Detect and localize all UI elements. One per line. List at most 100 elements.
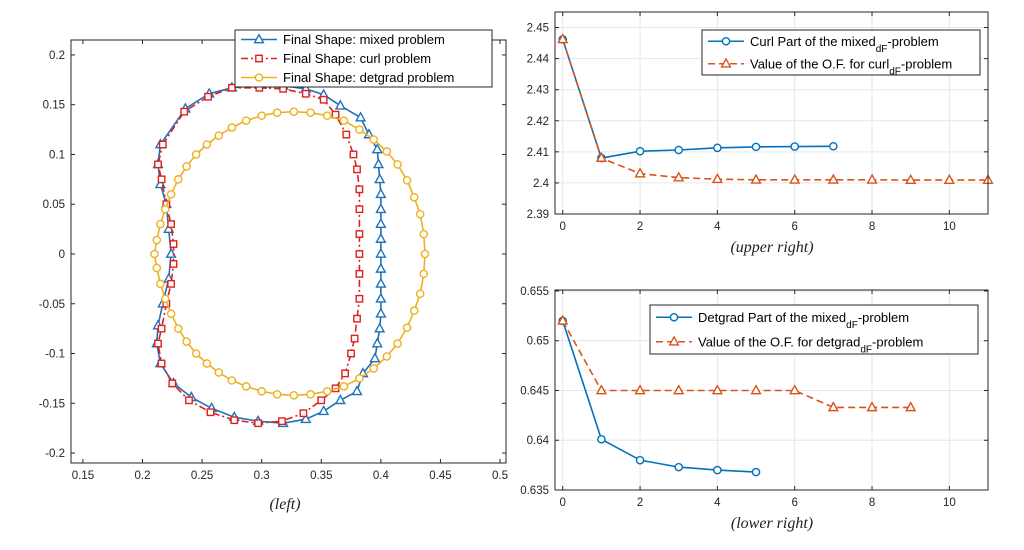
data-point: [347, 349, 355, 358]
y-tick-label: 0.645: [520, 385, 549, 397]
legend-label: Curl Part of the mixeddF-problem: [750, 34, 939, 55]
data-point: [157, 175, 166, 184]
y-tick-label: 2.4: [533, 178, 550, 190]
legend-marker: [669, 312, 679, 322]
y-tick-label: 2.44: [527, 54, 550, 66]
x-tick-label: 10: [943, 497, 956, 509]
data-point: [339, 116, 349, 125]
data-point: [557, 33, 569, 44]
legend-box: [649, 304, 979, 355]
data-point: [241, 116, 251, 125]
data-point: [156, 219, 165, 229]
lower-right-convergence-plot: 0 2 4 6 8 10 0.635 0.64 0.645 0.65 0.655 Detgrad Pa…: [520, 286, 989, 509]
data-point: [214, 131, 224, 140]
data-point: [257, 111, 266, 120]
data-point: [393, 160, 402, 169]
data-point: [227, 376, 237, 385]
data-point: [163, 222, 175, 234]
x-tick-label: 0.5: [492, 470, 508, 482]
data-point: [369, 135, 379, 144]
data-point: [374, 173, 386, 184]
data-point: [369, 364, 379, 373]
data-point: [227, 123, 237, 132]
data-point: [289, 107, 299, 116]
data-point: [371, 337, 383, 348]
data-point: [300, 412, 312, 424]
legend-label-end: -problem: [901, 56, 952, 71]
y-tick-label: 0.2: [49, 50, 65, 62]
y-tick-label: -0.2: [45, 448, 65, 460]
y-tick-label: -0.1: [45, 349, 65, 361]
x-tick-label: 0.3: [254, 470, 270, 482]
data-point: [355, 205, 364, 214]
data-point: [306, 390, 315, 399]
x-tick-label: 6: [791, 221, 797, 233]
legend-marker: [253, 33, 265, 44]
data-point: [382, 147, 392, 156]
legend-box: [234, 29, 493, 88]
data-point: [789, 173, 801, 184]
axes-frame: [554, 11, 989, 215]
data-point: [711, 384, 723, 395]
legend-label-end: -problem: [887, 34, 938, 49]
legend-label: Value of the O.F. for detgraddF-problem: [698, 334, 923, 355]
data-point: [334, 394, 346, 405]
data-point: [355, 185, 364, 194]
y-tick-label: 0.15: [43, 100, 65, 112]
x-tick-label: 10: [943, 221, 956, 233]
data-point: [750, 173, 762, 184]
data-point: [369, 352, 381, 363]
x-tick-label: 0: [560, 221, 566, 233]
data-point: [339, 382, 349, 391]
y-tick-label: -0.15: [39, 398, 65, 410]
data-point: [905, 173, 917, 185]
series-2: [557, 33, 994, 185]
data-point: [415, 289, 425, 299]
data-point: [375, 247, 387, 258]
x-tick-label: 2: [637, 497, 643, 509]
data-point: [355, 250, 364, 258]
legend: Detgrad Part of the mixeddF-problemValue…: [649, 304, 979, 355]
data-point: [353, 165, 361, 174]
legend-label-sub: dF: [876, 43, 888, 54]
data-point: [409, 306, 419, 316]
data-point: [419, 229, 429, 239]
data-point: [180, 107, 189, 116]
series-line: [561, 320, 757, 473]
upper-right-convergence-plot: 0 2 4 6 8 10 2.39 2.4 2.41 2.42 2.43 2.44 2.45 Curl P…: [527, 11, 994, 233]
caption-left: (left): [269, 496, 300, 513]
data-point: [166, 189, 176, 199]
y-tick-label: 2.42: [527, 116, 549, 128]
data-point: [317, 396, 326, 405]
data-point: [827, 173, 839, 184]
data-point: [382, 352, 392, 361]
data-point: [674, 462, 684, 472]
data-point: [168, 379, 177, 388]
y-tick-label: 2.43: [527, 85, 549, 97]
data-point: [157, 359, 166, 368]
data-point: [342, 130, 351, 139]
data-point: [905, 401, 917, 412]
data-point: [374, 322, 386, 333]
data-point: [301, 89, 310, 98]
x-tick-label: 8: [869, 497, 875, 509]
x-tick-label: 0.15: [72, 470, 94, 482]
data-point: [634, 384, 646, 395]
y-tick-label: 0.05: [43, 199, 65, 211]
x-tick-label: 0.35: [310, 470, 332, 482]
legend-label: Final Shape: detgrad problem: [283, 70, 454, 85]
data-point: [415, 209, 425, 219]
data-point: [169, 260, 178, 268]
legend-marker: [255, 54, 263, 63]
data-point: [182, 337, 191, 346]
caption-lower-right: (lower right): [731, 515, 813, 532]
legend-label: Final Shape: mixed problem: [283, 32, 445, 47]
series-line: [561, 39, 988, 181]
series-2: [557, 314, 917, 412]
data-point: [375, 277, 387, 288]
x-tick-label: 0.25: [191, 470, 213, 482]
y-tick-label: 0.635: [520, 485, 549, 497]
data-point: [634, 167, 646, 178]
